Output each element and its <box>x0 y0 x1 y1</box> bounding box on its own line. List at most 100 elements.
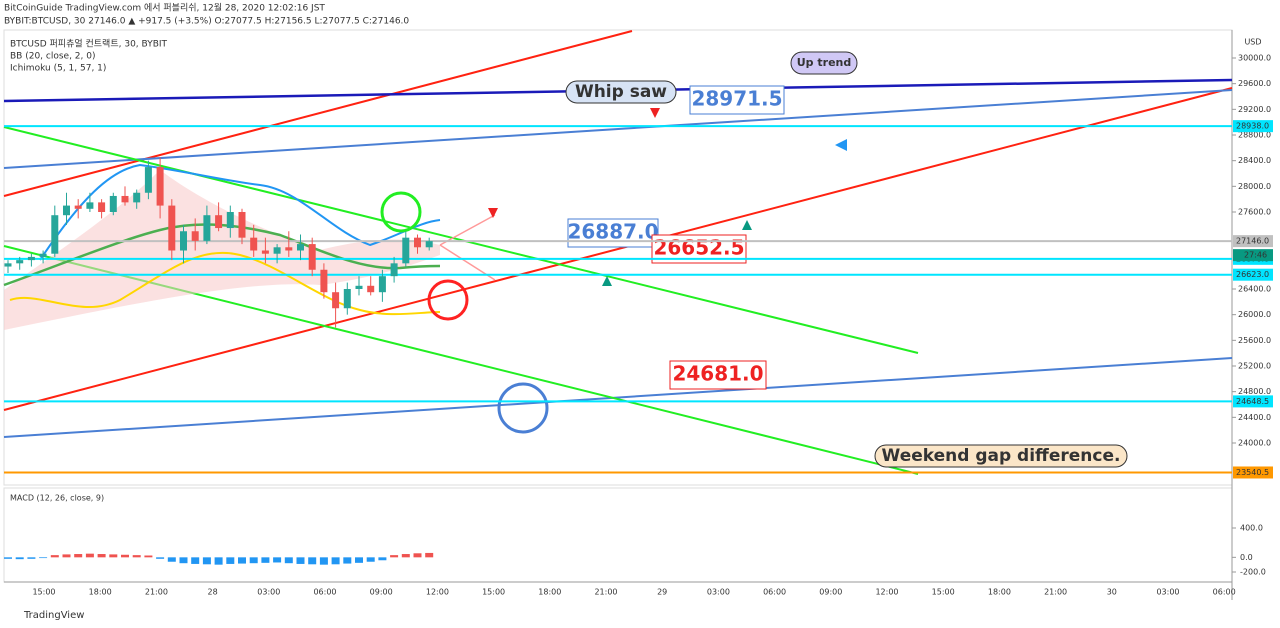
macd-bar <box>85 553 94 558</box>
macd-bar <box>27 557 36 559</box>
macd-bar <box>238 557 246 564</box>
x-tick-label: 09:00 <box>370 588 393 597</box>
x-tick-label: 18:00 <box>988 588 1011 597</box>
legend-entry: Ichimoku (5, 1, 57, 1) <box>10 64 106 74</box>
x-tick-label: 03:00 <box>707 588 730 597</box>
candle-body <box>238 212 246 238</box>
y-tick-label: 29600.0 <box>1238 79 1271 88</box>
candle-body <box>203 215 211 241</box>
legend-entry: BB (20, close, 2, 0) <box>10 52 95 62</box>
annotation: Whip saw <box>575 82 667 102</box>
ichimoku-cloud <box>4 170 440 330</box>
macd-bar <box>4 557 12 559</box>
x-tick-label: 15:00 <box>932 588 955 597</box>
x-tick-label: 18:00 <box>89 588 112 597</box>
macd-bar <box>179 557 188 564</box>
macd-bar <box>413 553 422 558</box>
candle-body <box>414 237 421 248</box>
y-tick-label: 30000.0 <box>1238 54 1271 63</box>
annotation: Up trend <box>797 56 851 69</box>
y-tick-label: 25600.0 <box>1238 336 1271 345</box>
annotation: 26887.0 <box>567 220 658 244</box>
x-tick-label: 15:00 <box>482 588 505 597</box>
x-tick-label: 06:00 <box>1213 588 1236 597</box>
level-tag <box>1233 268 1273 281</box>
macd-bar <box>15 557 24 560</box>
level-tag <box>1233 235 1273 248</box>
macd-bar <box>331 557 340 565</box>
bollinger-band <box>9 251 441 316</box>
x-tick-label: 12:00 <box>426 588 449 597</box>
macd-bar <box>191 557 200 564</box>
level-tag <box>1233 395 1273 408</box>
y-tick-label: 24800.0 <box>1238 387 1271 396</box>
candle-body <box>425 241 433 248</box>
macd-bar <box>401 554 410 558</box>
trend-line <box>3 30 633 197</box>
macd-bar <box>390 555 399 558</box>
macd-bar <box>214 557 223 565</box>
macd-bar <box>39 557 48 559</box>
macd-bar <box>156 557 165 559</box>
candle-body <box>16 260 24 264</box>
arrow-down <box>650 108 660 118</box>
annotation-box <box>790 51 858 75</box>
level-label: 27146.0 <box>1236 237 1269 246</box>
annotation: 28971.5 <box>691 87 782 111</box>
candle-body <box>320 269 328 293</box>
trend-line <box>3 87 1233 411</box>
x-tick-label: 15:00 <box>32 588 55 597</box>
currency: USD <box>1244 38 1261 47</box>
y-tick-label: 28400.0 <box>1238 156 1271 165</box>
level-label: 28938.0 <box>1236 122 1269 131</box>
candle-body <box>226 212 234 229</box>
level-label: 24648.5 <box>1236 397 1269 406</box>
x-tick-label: 21:00 <box>1044 588 1067 597</box>
macd-bar <box>366 557 375 562</box>
candle-body <box>355 285 363 289</box>
y-tick-label: 26400.0 <box>1238 285 1271 294</box>
macd-bar <box>378 557 387 561</box>
candle-body <box>297 244 304 251</box>
candle-body <box>98 202 106 212</box>
macd-bar <box>343 557 352 564</box>
bollinger-basis <box>3 223 441 287</box>
annotation-box <box>565 80 677 104</box>
macd-bar <box>319 557 328 565</box>
macd-pane <box>3 487 1233 583</box>
y-tick-label: 26000.0 <box>1238 310 1271 319</box>
macd-bar <box>261 557 270 563</box>
macd-bar <box>425 552 434 558</box>
macd-bar <box>355 557 363 563</box>
macd-bar <box>249 557 258 564</box>
macd-bar <box>273 557 282 563</box>
candle-body <box>367 285 375 293</box>
level-tag <box>1233 120 1273 133</box>
y-tick-label: -200.0 <box>1240 568 1266 577</box>
candle-body <box>133 192 141 203</box>
candle-body <box>308 244 316 270</box>
candle-body <box>180 231 187 251</box>
candle-body <box>402 237 410 264</box>
brand: TradingView <box>23 610 84 621</box>
y-tick-label: 29200.0 <box>1238 105 1271 114</box>
macd-bar <box>167 557 176 562</box>
x-tick-label: 12:00 <box>875 588 898 597</box>
candle-body <box>191 231 199 241</box>
candle-body <box>250 237 258 251</box>
macd-bar <box>50 555 59 558</box>
annotation-box <box>567 218 659 248</box>
macd-bar <box>284 557 293 564</box>
candle-body <box>332 292 340 309</box>
trend-line <box>3 357 1233 438</box>
macd-title: MACD (12, 26, close, 9) <box>10 494 104 503</box>
y-tick-label: 25200.0 <box>1238 362 1271 371</box>
y-tick-label: 400.0 <box>1240 524 1263 533</box>
arrow-down <box>488 208 498 218</box>
candle-body <box>215 215 223 229</box>
x-tick-label: 21:00 <box>145 588 168 597</box>
candle-body <box>86 202 94 209</box>
x-tick-label: 03:00 <box>1156 588 1179 597</box>
annotation-box <box>689 85 785 115</box>
